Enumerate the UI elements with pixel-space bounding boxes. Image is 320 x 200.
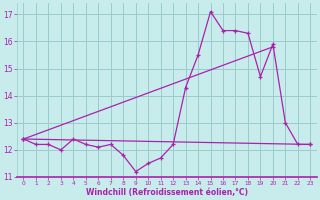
X-axis label: Windchill (Refroidissement éolien,°C): Windchill (Refroidissement éolien,°C) <box>86 188 248 197</box>
